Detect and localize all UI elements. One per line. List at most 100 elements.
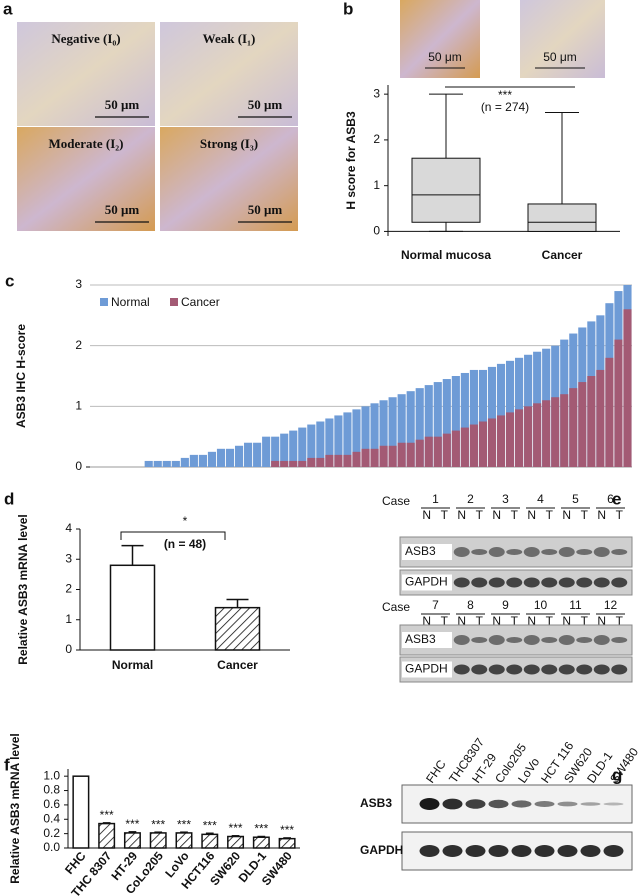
bar	[515, 409, 524, 467]
label-bg	[402, 632, 452, 648]
bar	[175, 832, 193, 849]
significance: ***	[151, 817, 165, 831]
bar	[214, 606, 261, 651]
scale-bar-label: 50 μm	[543, 50, 577, 64]
bar	[569, 388, 578, 467]
band	[611, 577, 628, 588]
case-number: 5	[572, 492, 579, 506]
bar	[325, 418, 334, 467]
band	[593, 635, 610, 645]
panel-label: f	[4, 755, 10, 774]
y-axis-label: ASB3 IHC H-score	[14, 324, 28, 428]
y-tick-label: 0.6	[43, 797, 60, 811]
case-number: 7	[432, 598, 439, 612]
y-tick-label: 0	[75, 459, 82, 473]
bar	[289, 430, 298, 467]
band	[541, 549, 558, 555]
bar	[316, 421, 325, 467]
band	[488, 845, 509, 857]
band	[523, 635, 540, 645]
bar	[379, 400, 388, 467]
lane-label: N	[457, 614, 466, 628]
band	[419, 845, 440, 857]
lane-label: T	[581, 508, 589, 522]
bar	[343, 412, 352, 467]
bar	[298, 427, 307, 467]
band	[557, 801, 578, 807]
lane-label: T	[476, 614, 484, 628]
band	[488, 577, 505, 588]
case-number: 3	[502, 492, 509, 506]
box	[411, 157, 481, 223]
significance: ***	[177, 817, 191, 831]
bar	[524, 406, 533, 467]
legend-label: Cancer	[181, 295, 220, 309]
band	[488, 799, 509, 809]
x-tick-label: Normal	[112, 658, 153, 672]
bar	[361, 406, 370, 467]
bar	[180, 457, 189, 467]
bar	[352, 451, 361, 467]
bar	[271, 460, 280, 467]
band	[523, 664, 540, 675]
y-tick-label: 3	[373, 86, 380, 100]
band	[580, 845, 601, 857]
band	[576, 664, 593, 675]
y-tick-label: 1	[373, 178, 380, 192]
micrograph	[520, 0, 605, 78]
lane-label: T	[546, 508, 554, 522]
significance: ***	[100, 808, 114, 822]
bar	[478, 369, 488, 467]
lane-label: T	[581, 614, 589, 628]
bar	[252, 836, 270, 849]
micrograph	[160, 127, 298, 231]
y-tick-label: 3	[65, 551, 72, 565]
case-number: 4	[537, 492, 544, 506]
bar	[144, 460, 153, 467]
bar	[560, 394, 569, 467]
y-tick-label: 1	[75, 399, 82, 413]
y-tick-label: 0	[373, 224, 380, 238]
bar	[271, 436, 280, 467]
band	[576, 637, 593, 643]
band	[442, 798, 463, 810]
box	[527, 203, 597, 232]
scale-bar-label: 50 μm	[428, 50, 462, 64]
y-axis-label: H score for ASB3	[344, 111, 358, 210]
lane-label: T	[476, 508, 484, 522]
lane-label: T	[511, 614, 519, 628]
bar	[153, 460, 162, 467]
lane-label: N	[527, 508, 536, 522]
bar	[227, 835, 245, 849]
micrograph	[17, 127, 155, 231]
bar	[487, 366, 497, 467]
y-axis-label: Relative ASB3 mRNA level	[8, 733, 22, 884]
bar	[370, 403, 379, 467]
bar	[460, 372, 469, 467]
lane-label: T	[616, 508, 624, 522]
bar	[307, 457, 316, 467]
bar	[361, 448, 370, 467]
band	[511, 845, 532, 857]
bar	[225, 448, 235, 467]
bar	[542, 400, 551, 467]
bar	[487, 418, 497, 467]
label-bg	[402, 544, 452, 560]
bar	[289, 460, 298, 467]
x-tick-label: Normal mucosa	[401, 248, 491, 262]
y-tick-label: 2	[373, 132, 380, 146]
legend-label: Normal	[111, 295, 150, 309]
band	[488, 635, 505, 645]
lane-label: N	[562, 614, 571, 628]
bar	[109, 564, 156, 651]
bar	[244, 442, 253, 467]
lane-label: T	[546, 614, 554, 628]
y-tick-label: 0	[65, 642, 72, 656]
y-tick-label: 1	[65, 612, 72, 626]
bar	[533, 403, 542, 467]
lane-label: T	[616, 614, 624, 628]
bar	[352, 409, 361, 467]
bar	[451, 430, 460, 467]
bar	[149, 832, 167, 849]
annotation: *	[183, 514, 188, 528]
